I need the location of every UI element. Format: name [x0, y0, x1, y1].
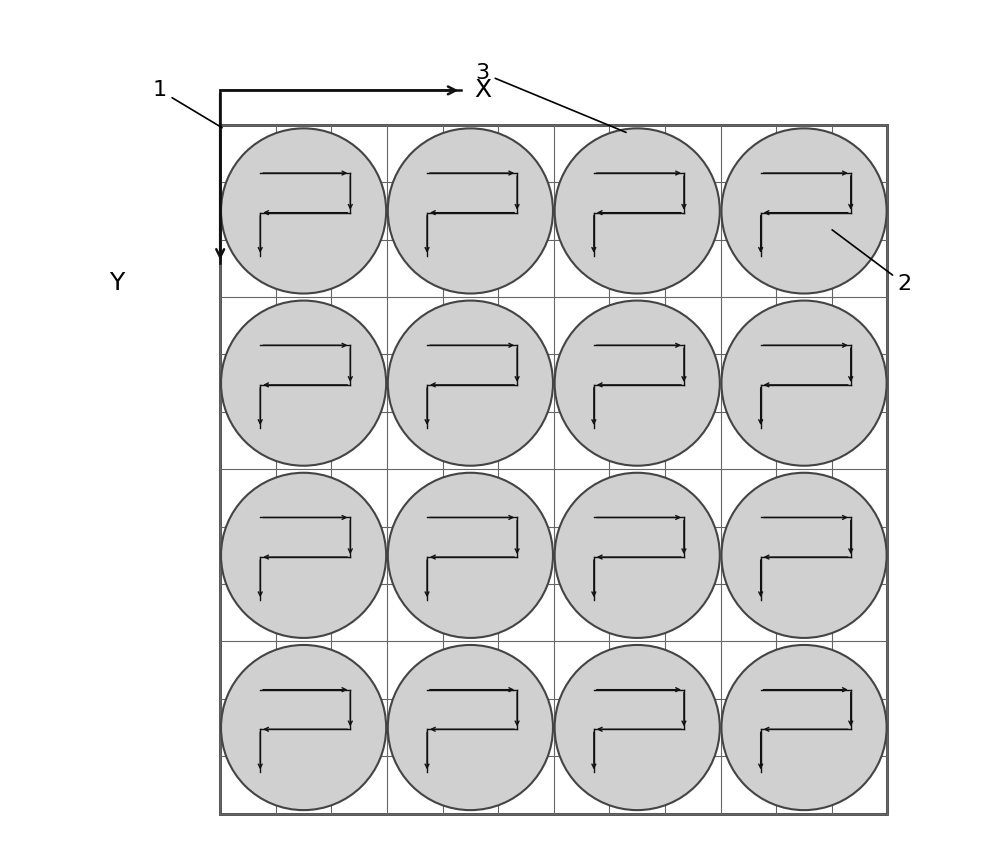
Text: Y: Y: [109, 271, 124, 295]
Circle shape: [221, 128, 386, 294]
Circle shape: [388, 645, 553, 810]
Circle shape: [221, 645, 386, 810]
Text: X: X: [474, 78, 491, 102]
Circle shape: [221, 300, 386, 466]
Circle shape: [555, 645, 720, 810]
Circle shape: [388, 128, 553, 294]
Circle shape: [555, 128, 720, 294]
Text: 3: 3: [476, 63, 626, 133]
Circle shape: [388, 473, 553, 638]
Text: 2: 2: [832, 230, 912, 294]
Bar: [220, 125, 887, 814]
Circle shape: [221, 473, 386, 638]
Circle shape: [721, 300, 887, 466]
Circle shape: [721, 473, 887, 638]
Circle shape: [721, 645, 887, 810]
Circle shape: [721, 128, 887, 294]
Circle shape: [555, 300, 720, 466]
Circle shape: [555, 473, 720, 638]
Text: 1: 1: [153, 80, 222, 127]
Circle shape: [388, 300, 553, 466]
